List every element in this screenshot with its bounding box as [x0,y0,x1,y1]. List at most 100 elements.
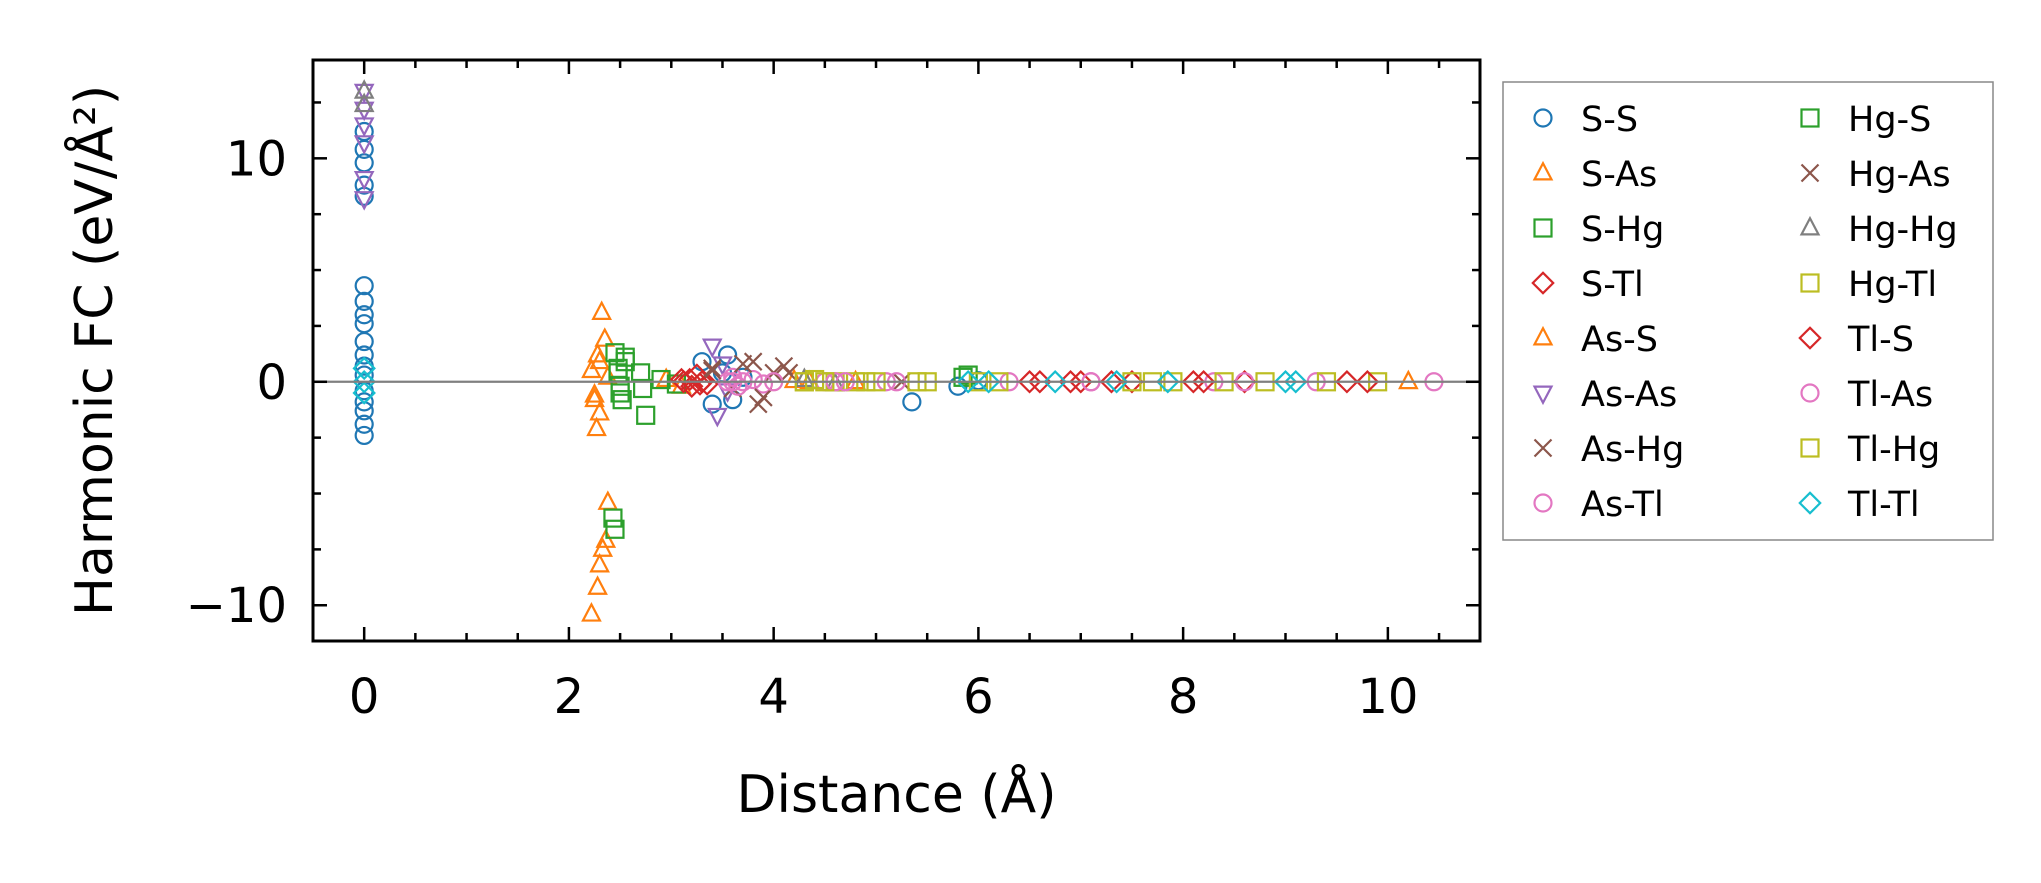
legend-marker [1532,325,1554,346]
legend: S-S S-As S-Hg S-Tl As-S As-As As-Hg As-Tl Hg-S Hg… [1502,81,1994,541]
data-point [352,381,376,405]
axis-ticks [311,60,1480,641]
data-point [1120,370,1144,394]
legend-item: Tl-As [1800,375,1933,415]
legend-label: Tl-Tl [1847,485,1920,525]
data-point [586,416,607,437]
data-point [701,338,723,359]
data-point [353,79,375,99]
legend-marker [1533,493,1553,513]
legend-item: S-Hg [1533,210,1664,250]
legend-item: Hg-Hg [1799,210,1958,250]
data-point [589,552,610,573]
x-tick-label: 4 [758,669,789,725]
legend-label: As-S [1581,320,1658,360]
legend-marker [1800,438,1820,458]
data-point [1058,370,1083,394]
data-point [794,367,815,388]
legend-label: S-S [1581,100,1638,140]
legend-item: Tl-S [1798,320,1914,360]
series-s-hg [605,343,973,425]
legend-item: As-Tl [1533,485,1664,525]
data-point [584,387,605,408]
x-tick-label: 2 [554,669,585,725]
data-point [1104,370,1129,394]
data-point [688,372,712,396]
data-point [1017,370,1042,394]
data-point [354,291,374,311]
data-point [354,175,374,195]
data-point [743,369,763,390]
series-s-as [581,300,1419,437]
legend-label: As-Tl [1581,485,1664,525]
legend-item: As-Hg [1533,430,1684,470]
data-point [1156,370,1180,394]
data-point [353,83,375,104]
axis-tick-labels: 0 2 4 6 8 10 −10 0 10 [186,131,1419,725]
data-point [597,365,619,385]
legend-item: As-As [1532,375,1677,415]
y-tick-label: 10 [226,131,287,187]
legend-marker [1531,271,1555,295]
data-point [733,354,753,374]
series-tl-s [671,367,1380,396]
data-point [352,356,376,381]
legend-marker [1800,108,1820,128]
data-point [605,519,625,539]
legend-frame [1502,81,1994,541]
data-point [1043,370,1067,394]
data-point [636,405,656,425]
legend-items: S-S S-As S-Hg S-Tl As-S As-As As-Hg As-Tl Hg-S Hg… [1531,100,1958,525]
legend-label: Tl-S [1847,320,1914,360]
data-point [1028,370,1052,394]
data-point [353,170,375,191]
legend-label: As-As [1581,375,1677,415]
data-point [805,369,825,390]
data-point [354,414,374,434]
series-tl-tl [352,356,1308,405]
x-tick-label: 8 [1168,669,1199,725]
data-point [1181,370,1206,394]
legend-marker [1533,108,1553,128]
x-tick-label: 10 [1357,669,1418,725]
data-point [1273,370,1298,394]
legend-label: Hg-As [1848,155,1951,195]
legend-label: S-Tl [1581,265,1644,305]
data-point [1355,370,1380,394]
data-point [594,327,616,347]
data-point [902,392,922,412]
data-point [581,602,602,622]
data-point [353,92,375,113]
x-tick-label: 6 [963,669,994,725]
data-point [1099,370,1124,394]
data-point [354,305,374,325]
data-point [612,390,632,410]
data-point [589,400,610,421]
data-point [354,425,374,446]
data-point [591,300,613,320]
legend-label: As-Hg [1581,430,1684,470]
legend-label: Hg-Tl [1848,265,1937,305]
data-point [352,370,376,394]
data-point [976,370,1001,394]
data-point [603,508,623,528]
data-point [651,369,671,390]
plot-area: 0 2 4 6 8 10 −10 0 10 [186,58,1482,725]
series-s-tl [669,363,1257,399]
legend-label: S-Hg [1581,210,1664,250]
data-point [702,361,722,380]
data-point [845,369,866,390]
data-point [353,117,375,137]
y-tick-label: 0 [256,355,287,411]
legend-marker [1798,326,1822,350]
legend-marker [1533,438,1553,458]
data-point [587,342,608,363]
series-hg-s [603,347,978,539]
legend-item: Tl-Tl [1798,485,1920,525]
data-point [353,135,375,155]
data-point [354,331,374,352]
legend-marker [1798,491,1822,515]
legend-item: Tl-Hg [1800,430,1940,470]
data-point [615,347,635,367]
